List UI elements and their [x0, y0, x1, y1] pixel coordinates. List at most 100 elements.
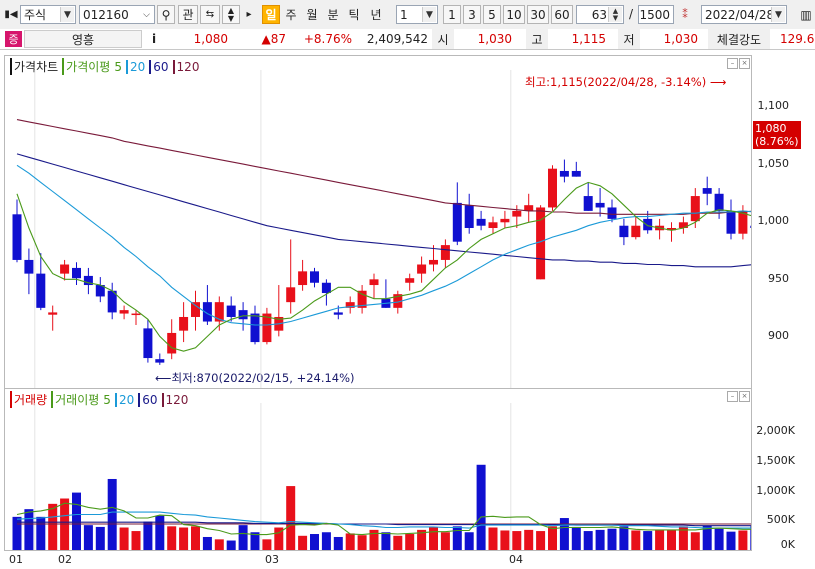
volume-bar: [83, 525, 93, 550]
price-axis: 1,100 1,050 1,000 950 900 1,080 (8.76%): [753, 55, 815, 389]
period-month-button[interactable]: 월: [303, 5, 321, 24]
chevron-down-icon[interactable]: ⌵: [140, 7, 153, 22]
volume-bar: [262, 539, 272, 550]
strength-value: 129.6: [774, 29, 815, 49]
down-arrow-icon: ▼: [227, 13, 235, 23]
volume-bar: [678, 526, 688, 550]
date-select[interactable]: 2022/04/28 ▼: [701, 5, 787, 24]
candle-body: [607, 207, 617, 219]
period-minute-label: 분: [327, 8, 339, 22]
candle-body: [429, 259, 438, 265]
total-count-input[interactable]: 1500: [638, 5, 674, 24]
high-annotation-text: 최고:1,115(2022/04/28, -3.14%): [525, 75, 707, 89]
minute-60-button[interactable]: 60: [551, 5, 573, 24]
prev-next-stepper[interactable]: ▲ ▼: [222, 5, 240, 24]
chevron-down-icon[interactable]: ▼: [422, 7, 436, 22]
spin-icon[interactable]: ▲ ▼: [608, 7, 622, 22]
volume-bar: [321, 532, 331, 550]
close-panel-icon[interactable]: ×: [739, 391, 750, 402]
info-icon: i: [151, 32, 157, 46]
market-select[interactable]: 주식 ▼: [20, 5, 76, 24]
volume-bar: [191, 526, 200, 550]
period-year-label: 년: [370, 8, 382, 22]
stock-info-button[interactable]: i: [147, 29, 161, 49]
count-separator: /: [629, 7, 634, 21]
candle-body: [536, 207, 546, 280]
quote-bar: 증 영흥 i 1,080 ▲87 +8.76% 2,409,542 시 1,03…: [0, 29, 815, 50]
price-tick-1050: 1,050: [757, 157, 790, 170]
price-legend-ma5: 5: [114, 59, 122, 74]
volume-bar: [72, 492, 81, 550]
x-tick-feb: 02: [58, 553, 72, 566]
candle-body: [405, 278, 415, 283]
volume-bar: [310, 534, 319, 550]
period-day-label: 일: [265, 8, 277, 22]
minute-3-button[interactable]: 3: [463, 5, 481, 24]
chart-tool-button[interactable]: ▥: [797, 5, 815, 24]
chevron-down-icon[interactable]: ▼: [771, 7, 785, 22]
volume-bar: [667, 530, 676, 550]
high-price-value: 1,115: [571, 32, 606, 46]
price-ma20-line: [16, 164, 751, 326]
close-panel-icon[interactable]: ×: [739, 58, 750, 69]
interval-select[interactable]: 1 ▼: [396, 5, 438, 24]
minute-10-button[interactable]: 10: [503, 5, 525, 24]
interval-value: 1: [400, 7, 408, 22]
volume-bar: [452, 526, 462, 550]
candle-body: [357, 290, 367, 308]
minute-30-button[interactable]: 30: [527, 5, 549, 24]
low-price: 1,030: [642, 29, 698, 49]
chart-option-button[interactable]: ⁑: [676, 5, 694, 24]
volume-bar: [107, 478, 117, 550]
chevron-down-icon[interactable]: ▼: [60, 7, 74, 22]
candle-body: [298, 271, 308, 286]
candle-body: [619, 225, 629, 238]
candle-body: [464, 205, 474, 228]
volume-bar: [559, 518, 569, 550]
link-button[interactable]: ⇆: [200, 5, 220, 24]
candle-body: [119, 310, 129, 314]
period-day-button[interactable]: 일: [262, 5, 280, 24]
stock-nav-icon[interactable]: ▮◀: [4, 9, 18, 20]
volume-bar: [440, 532, 450, 550]
price-ma60-line: [16, 153, 751, 268]
candle-body: [393, 294, 403, 308]
minute-5-button[interactable]: 5: [483, 5, 501, 24]
volume-bar: [500, 530, 510, 550]
candle-body: [24, 259, 34, 274]
candle-body: [714, 193, 724, 211]
candle-body: [131, 313, 141, 316]
price-legend-ma-label: 가격이평: [62, 58, 110, 75]
trade-volume: 2,409,542: [356, 29, 428, 49]
candle-body: [250, 313, 260, 343]
candle-body: [440, 245, 450, 260]
watchlist-label: 관: [182, 8, 194, 22]
volume-bar: [345, 533, 355, 550]
settings-button[interactable]: ▸: [246, 9, 252, 20]
volume-bar: [571, 526, 581, 550]
candle-body: [524, 205, 534, 211]
candle-body: [345, 302, 355, 308]
candle-body: [226, 305, 236, 317]
volume-bar: [524, 529, 534, 550]
stock-code-input[interactable]: 012160 ⌵: [79, 5, 155, 24]
price-tick-950: 950: [768, 272, 789, 285]
minute-1-button[interactable]: 1: [443, 5, 461, 24]
period-tick-button[interactable]: 틱: [345, 5, 363, 24]
volume-bar: [738, 530, 748, 550]
watchlist-button[interactable]: 관: [178, 5, 198, 24]
volume-tick-2000k: 2,000K: [756, 424, 795, 437]
candle-body: [191, 302, 200, 317]
count-stepper[interactable]: 63 ▲ ▼: [576, 5, 624, 24]
volume-bar: [595, 529, 605, 550]
search-button[interactable]: ⚲: [157, 5, 175, 24]
volume-bar: [631, 530, 641, 550]
price-legend-ma20: 20: [125, 59, 145, 74]
period-minute-button[interactable]: 분: [324, 5, 342, 24]
period-week-button[interactable]: 주: [282, 5, 300, 24]
price-chart-panel: 가격차트 가격이평 5 20 60 120 – × 최고:1,115(2022/…: [4, 55, 752, 389]
period-year-button[interactable]: 년: [366, 5, 386, 24]
minimize-panel-icon[interactable]: –: [727, 391, 738, 402]
minimize-panel-icon[interactable]: –: [727, 58, 738, 69]
candle-body: [12, 214, 22, 260]
